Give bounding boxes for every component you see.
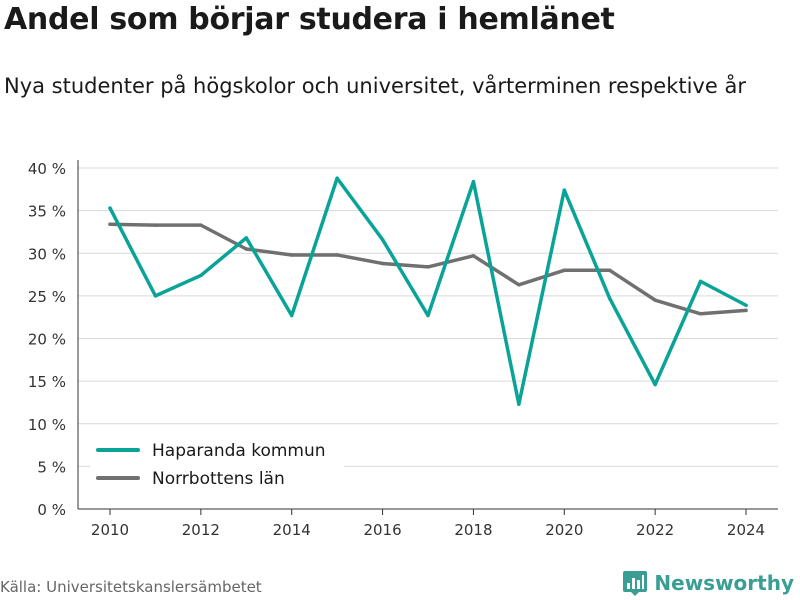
y-tick-label: 10 % (28, 416, 66, 434)
series-line-0 (108, 176, 748, 406)
data-point (244, 236, 249, 240)
data-point (289, 253, 294, 257)
data-point (153, 223, 158, 227)
brand-logo: Newsworthy (622, 569, 794, 597)
data-point (335, 253, 339, 257)
y-tick-label: 0 % (37, 501, 66, 519)
legend-label: Haparanda kommun (152, 441, 326, 461)
legend-label: Norrbottens län (152, 469, 285, 489)
data-point (380, 261, 385, 266)
data-point (199, 273, 203, 278)
data-point (698, 312, 703, 316)
data-point (471, 179, 476, 184)
x-tick-label: 2012 (182, 521, 220, 539)
data-point (108, 222, 112, 227)
data-point (653, 298, 657, 302)
legend-background (90, 434, 344, 492)
x-tick-label: 2024 (727, 521, 765, 539)
x-tick-label: 2018 (454, 521, 492, 539)
data-point (335, 176, 339, 180)
y-tick-label: 15 % (28, 373, 66, 391)
chart-subtitle: Nya studenter på högskolor och universit… (4, 74, 746, 98)
data-point (380, 237, 385, 242)
data-point (153, 294, 158, 298)
data-point (244, 247, 249, 251)
x-tick-label: 2022 (636, 521, 674, 539)
data-point (698, 279, 703, 284)
data-point (607, 296, 612, 301)
x-tick-label: 2014 (273, 521, 311, 539)
data-point (744, 303, 748, 308)
data-point (653, 382, 657, 387)
series-line-1 (108, 222, 748, 316)
x-tick-label: 2020 (545, 521, 583, 539)
data-point (607, 268, 612, 273)
data-point (471, 254, 476, 258)
brand-name: Newsworthy (654, 571, 794, 595)
data-point (426, 313, 430, 318)
data-point (289, 313, 294, 318)
data-point (744, 308, 748, 313)
x-tick-label: 2016 (363, 521, 401, 539)
data-point (426, 265, 430, 269)
y-tick-label: 25 % (28, 288, 66, 306)
source-note: Källa: Universitetskanslersämbetet (0, 578, 262, 596)
x-tick-label: 2010 (91, 521, 129, 539)
y-tick-label: 30 % (28, 245, 66, 263)
data-point (108, 206, 112, 210)
newsworthy-logo-icon (623, 571, 648, 596)
y-tick-label: 40 % (28, 160, 66, 178)
y-tick-label: 20 % (28, 331, 66, 349)
chart-title: Andel som börjar studera i hemlänet (4, 2, 615, 37)
data-point (562, 188, 567, 192)
y-tick-label: 35 % (28, 203, 66, 221)
data-point (199, 223, 203, 227)
data-point (517, 283, 521, 287)
data-point (517, 402, 521, 406)
data-point (562, 268, 567, 273)
y-tick-label: 5 % (37, 458, 66, 476)
